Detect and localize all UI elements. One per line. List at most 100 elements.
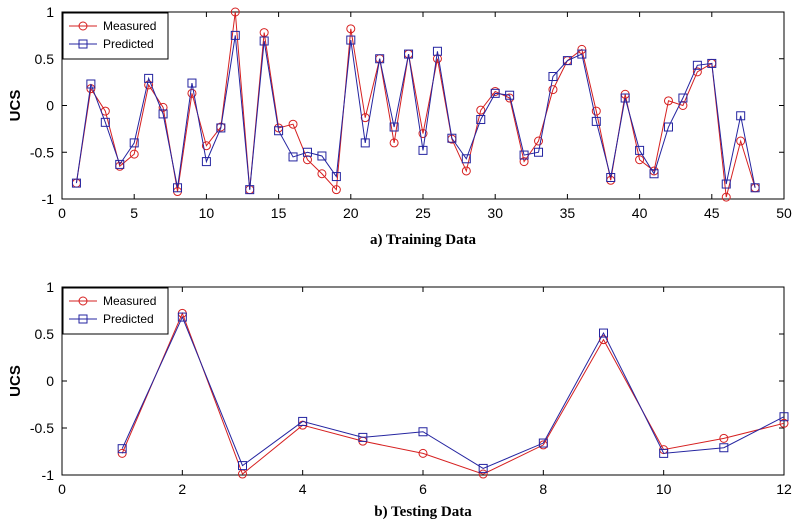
predicted-point — [238, 461, 247, 471]
predicted-point — [663, 122, 673, 132]
predicted-point — [591, 116, 601, 126]
y-tick-label: 0.5 — [35, 326, 55, 342]
predicted-point — [779, 412, 789, 422]
predicted-point — [649, 169, 659, 179]
predicted-series-line — [121, 315, 785, 469]
x-tick-label: 4 — [299, 481, 307, 497]
predicted-point — [490, 88, 500, 98]
y-tick-label: -1 — [42, 467, 55, 483]
y-tick-label: 0 — [46, 373, 54, 389]
predicted-point — [659, 448, 669, 458]
x-tick-label: 45 — [704, 205, 720, 221]
predicted-point — [534, 147, 544, 157]
predicted-point — [476, 115, 486, 125]
y-axis-label: UCS — [7, 90, 24, 122]
measured-point — [692, 67, 702, 77]
predicted-point — [692, 60, 702, 70]
predicted-point — [577, 49, 587, 59]
predicted-point — [505, 90, 515, 100]
legend-measured-label: Measured — [103, 294, 156, 308]
predicted-point — [117, 444, 127, 454]
measured-point — [534, 136, 544, 146]
predicted-point — [519, 150, 529, 160]
predicted-point — [158, 109, 168, 119]
predicted-point — [721, 179, 731, 189]
legend-predicted-marker — [78, 39, 88, 49]
measured-point — [331, 185, 341, 195]
chart-caption: b) Testing Data — [374, 504, 472, 520]
predicted-point — [404, 49, 414, 59]
x-tick-label: 35 — [560, 205, 576, 221]
predicted-point — [245, 185, 255, 195]
predicted-point — [259, 36, 269, 46]
measured-point — [317, 169, 327, 179]
x-tick-label: 40 — [632, 205, 648, 221]
measured-point — [721, 192, 731, 202]
legend-predicted-marker — [78, 314, 88, 324]
predicted-point — [187, 78, 197, 88]
measured-point — [779, 418, 789, 428]
predicted-point — [599, 328, 608, 338]
y-tick-label: 1 — [46, 4, 54, 20]
measured-point — [230, 7, 240, 17]
predicted-point — [750, 183, 760, 193]
y-tick-label: -0.5 — [30, 420, 54, 436]
predicted-point — [620, 93, 630, 103]
predicted-point — [635, 145, 645, 155]
predicted-point — [678, 93, 688, 103]
predicted-point — [548, 72, 558, 82]
predicted-point — [447, 133, 457, 143]
legend-measured-marker — [78, 296, 88, 306]
measured-point — [719, 433, 729, 443]
y-tick-label: -1 — [42, 191, 55, 207]
predicted-point — [216, 123, 226, 133]
measured-point — [548, 85, 558, 95]
x-tick-label: 20 — [343, 205, 359, 221]
measured-point — [129, 149, 139, 159]
x-tick-label: 2 — [178, 481, 186, 497]
x-tick-label: 12 — [776, 481, 792, 497]
measured-series-line — [121, 311, 785, 475]
plot-area — [61, 286, 785, 476]
measured-point — [476, 105, 486, 115]
y-tick-label: 0.5 — [35, 51, 55, 67]
measured-point — [117, 448, 127, 458]
predicted-point — [173, 183, 183, 193]
predicted-point — [129, 138, 139, 148]
predicted-point — [302, 147, 312, 157]
measured-point — [418, 129, 428, 139]
y-axis-label: UCS — [7, 365, 24, 397]
measured-point — [144, 80, 154, 90]
predicted-point — [360, 138, 370, 148]
legend-predicted-label: Predicted — [103, 37, 154, 51]
predicted-point — [389, 122, 399, 132]
predicted-point — [346, 35, 356, 45]
legend-measured-marker — [78, 21, 88, 31]
predicted-point — [707, 58, 717, 68]
predicted-point — [298, 416, 308, 426]
measured-point — [461, 166, 471, 176]
measured-point — [158, 102, 168, 112]
predicted-point — [86, 79, 96, 89]
y-tick-label: -0.5 — [30, 144, 54, 160]
predicted-point — [461, 154, 471, 164]
predicted-point — [432, 46, 442, 56]
measured-point — [519, 157, 529, 167]
predicted-point — [144, 73, 154, 83]
x-tick-label: 6 — [419, 481, 427, 497]
measured-point — [432, 54, 442, 64]
predicted-point — [201, 157, 211, 167]
x-tick-label: 30 — [487, 205, 503, 221]
predicted-point — [115, 159, 125, 169]
x-tick-label: 10 — [199, 205, 215, 221]
measured-point — [591, 106, 601, 116]
measured-point — [736, 136, 746, 146]
predicted-point — [375, 54, 385, 64]
predicted-point — [317, 151, 327, 161]
predicted-point — [230, 30, 240, 40]
legend-box — [62, 287, 169, 335]
predicted-point — [719, 443, 729, 453]
measured-point — [389, 138, 399, 148]
testing-data-panel: 0 2 4 6 8 10 12 -1 -0.5 0 0.5 1 UCS b) Testing Data Me… — [7, 279, 792, 520]
plot-area — [61, 11, 785, 200]
